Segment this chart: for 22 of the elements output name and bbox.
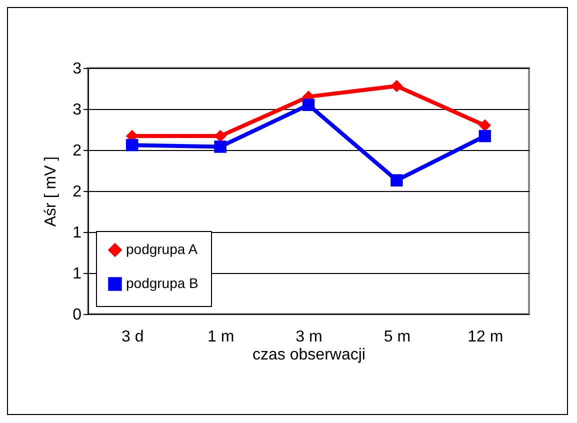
legend-label: podgrupa A [126,241,198,257]
point [390,174,403,186]
y-tick-label: 3 [72,60,82,78]
y-axis-title: Aśr [ mV ] [42,156,60,227]
x-tick-label: 12 m [468,328,504,346]
point [302,98,315,112]
y-tick-label: 2 [72,184,82,200]
x-tick-label: 3 d [121,328,144,346]
point [478,130,492,142]
y-tick-label: 0 [72,306,82,324]
x-tick-label: 3 m [296,328,322,346]
x-axis-title: czas obserwacji [252,346,366,364]
point [126,138,138,152]
point [390,80,403,92]
y-tick-label: 1 [72,266,82,282]
y-tick-label: 2 [72,142,82,160]
point [214,140,226,153]
x-tick-label: 5 m [384,328,411,346]
legend-label: podgrupa B [126,275,198,291]
y-tick-label: 3 [72,102,82,118]
y-tick-label: 1 [72,224,82,242]
x-tick-label: 1 m [207,328,234,346]
